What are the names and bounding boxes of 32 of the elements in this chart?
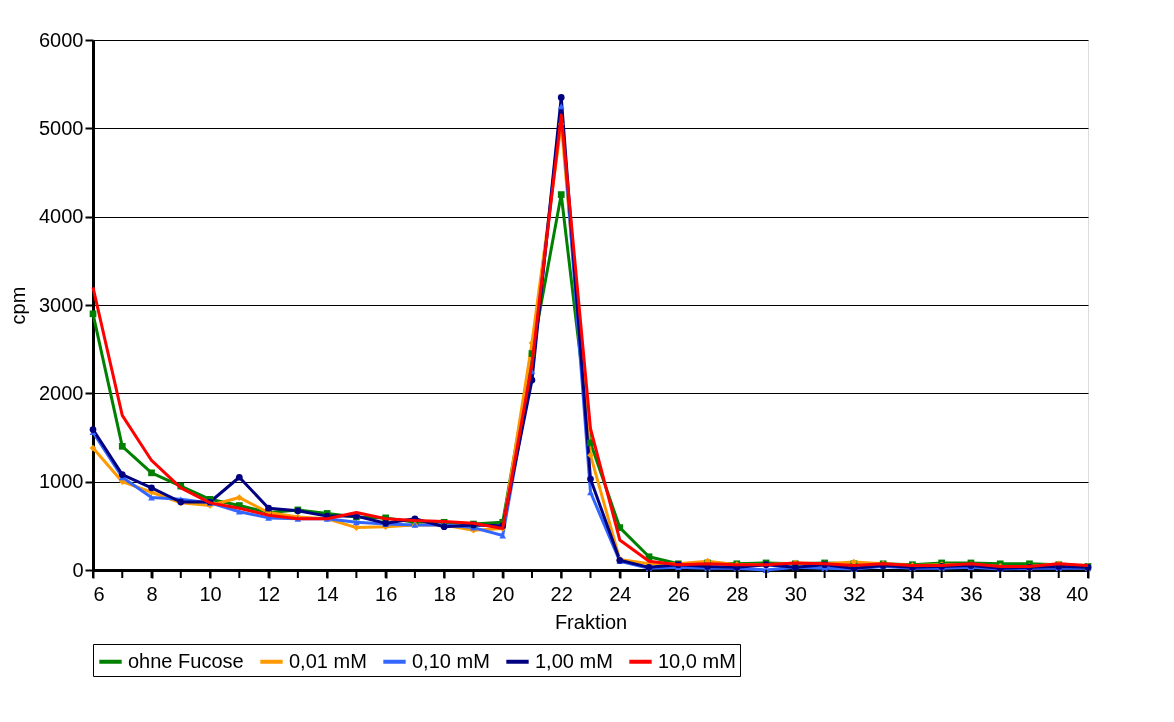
x-tick-label: 18 (433, 582, 456, 605)
x-tick-label: 30 (784, 582, 807, 605)
x-tick-label: 40 (1066, 582, 1089, 605)
y-tick-label: 3000 (39, 293, 84, 316)
x-tick-label: 8 (146, 582, 158, 605)
legend-label: 1,00 mM (535, 649, 613, 672)
x-tick-label: 14 (316, 582, 339, 605)
x-tick-label: 32 (843, 582, 866, 605)
x-tick-label: 26 (667, 582, 690, 605)
x-tick-label: 22 (550, 582, 573, 605)
y-tick-label: 0 (72, 558, 84, 581)
legend-label: 10,0 mM (658, 649, 736, 672)
legend-label: ohne Fucose (128, 649, 244, 672)
x-tick-label: 10 (199, 582, 222, 605)
x-tick-label: 36 (960, 582, 983, 605)
legend-label: 0,10 mM (412, 649, 490, 672)
x-tick-label: 16 (375, 582, 398, 605)
x-tick-label: 28 (726, 582, 749, 605)
x-axis-title: Fraktion (554, 610, 628, 633)
y-tick-label: 4000 (39, 205, 84, 228)
x-tick-label: 6 (93, 582, 105, 605)
y-tick-label: 1000 (39, 470, 84, 493)
x-tick-label: 24 (609, 582, 632, 605)
x-tick-label: 38 (1018, 582, 1042, 605)
x-tick-label: 12 (257, 582, 281, 605)
x-tick-label: 20 (492, 582, 515, 605)
y-tick-label: 6000 (39, 28, 84, 51)
y-tick-label: 2000 (39, 381, 84, 404)
y-tick-label: 5000 (39, 116, 84, 139)
y-axis-title: cpm (7, 286, 30, 325)
legend-label: 0,01 mM (289, 649, 367, 672)
x-tick-label: 34 (901, 582, 925, 605)
